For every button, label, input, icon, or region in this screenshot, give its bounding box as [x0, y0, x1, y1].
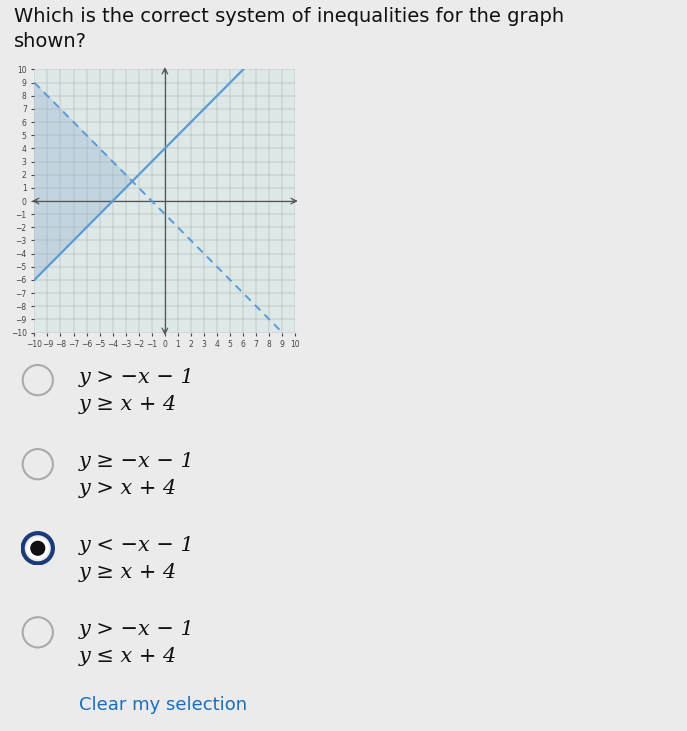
- Text: y < −x − 1
y ≥ x + 4: y < −x − 1 y ≥ x + 4: [79, 536, 194, 583]
- Text: y > −x − 1
y ≤ x + 4: y > −x − 1 y ≤ x + 4: [79, 620, 194, 667]
- Circle shape: [31, 542, 45, 555]
- Text: y ≥ −x − 1
y > x + 4: y ≥ −x − 1 y > x + 4: [79, 452, 194, 499]
- Text: Which is the correct system of inequalities for the graph
shown?: Which is the correct system of inequalit…: [14, 7, 564, 51]
- Text: y > −x − 1
y ≥ x + 4: y > −x − 1 y ≥ x + 4: [79, 368, 194, 414]
- Text: Clear my selection: Clear my selection: [79, 697, 247, 714]
- Circle shape: [27, 538, 48, 558]
